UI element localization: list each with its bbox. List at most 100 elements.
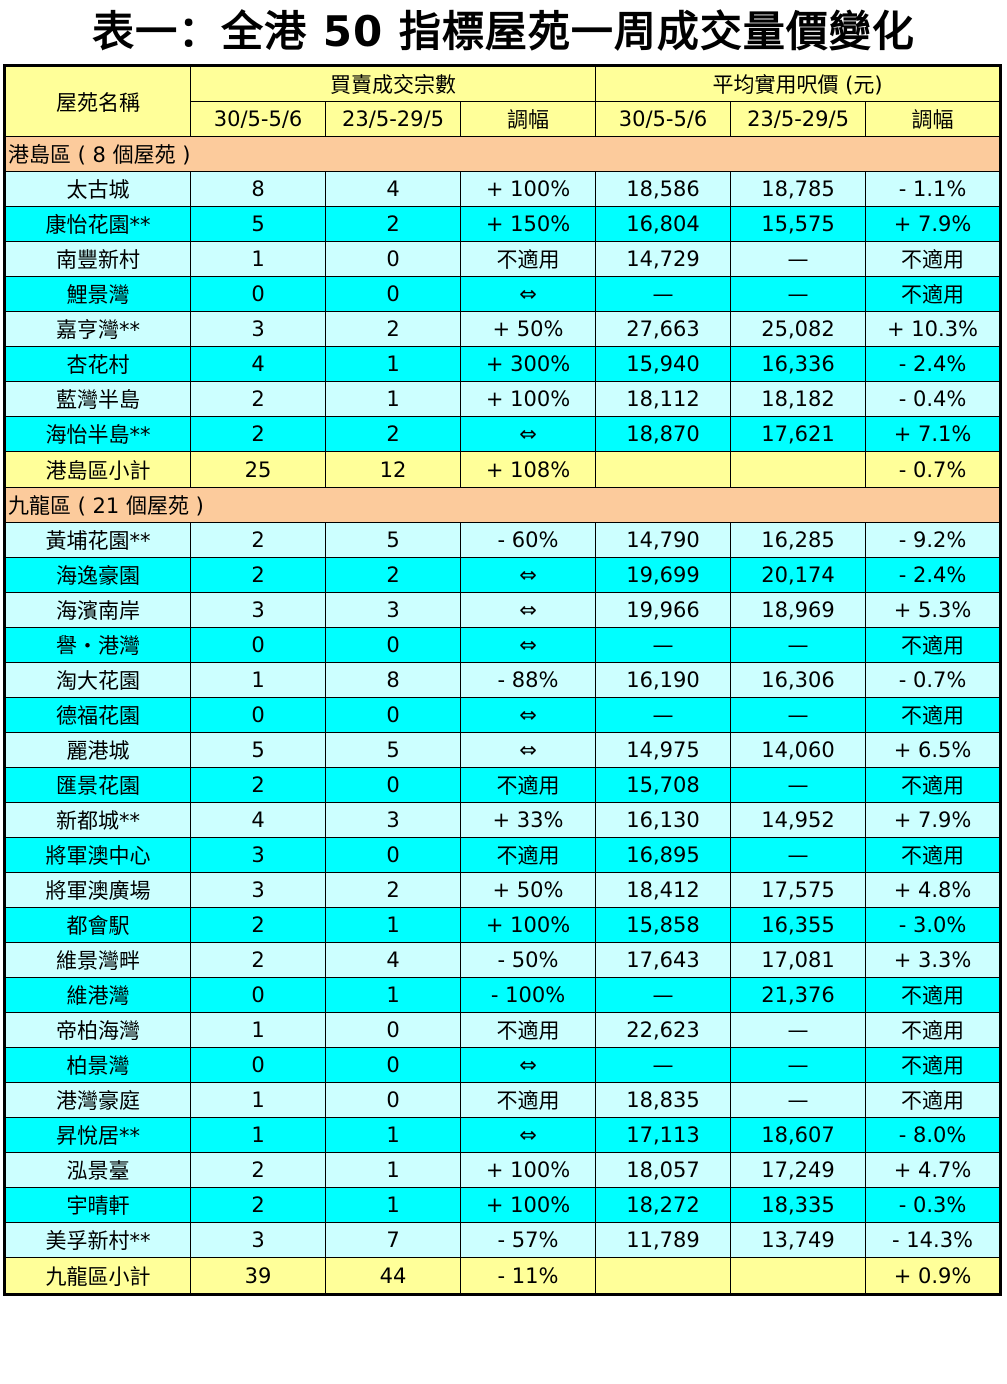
estate-name-cell: 德福花園 — [4, 697, 191, 733]
price-change-cell: - 0.7% — [865, 662, 1002, 698]
estate-name-cell: 新都城** — [4, 802, 191, 838]
tx-change-cell: + 150% — [459, 206, 597, 242]
estate-name-cell: 譽・港灣 — [4, 627, 191, 663]
price-change-cell: 不適用 — [865, 837, 1002, 873]
price-change-cell: 不適用 — [865, 767, 1002, 803]
price-change-cell: + 10.3% — [865, 311, 1002, 347]
tx-previous-cell: 3 — [325, 802, 461, 838]
tx-previous-cell: 4 — [325, 171, 461, 207]
table-row: 麗港城 5 5 ⇔ 14,975 14,060 + 6.5% — [4, 732, 1002, 768]
price-change-cell: + 7.9% — [865, 206, 1002, 242]
price-previous-cell: — — [730, 627, 867, 663]
price-current-cell: 18,057 — [595, 1152, 732, 1188]
price-change-cell: 不適用 — [865, 1082, 1002, 1118]
tx-previous-subtotal-cell: 12 — [325, 451, 461, 488]
price-previous-cell: 14,060 — [730, 732, 867, 768]
tx-current-cell: 0 — [190, 977, 326, 1013]
tx-current-cell: 5 — [190, 206, 326, 242]
price-change-cell: 不適用 — [865, 241, 1002, 277]
estate-name-cell: 麗港城 — [4, 732, 191, 768]
price-current-cell: 18,870 — [595, 416, 732, 452]
tx-current-cell: 3 — [190, 872, 326, 908]
estate-name-cell: 宇晴軒 — [4, 1187, 191, 1223]
tx-previous-cell: 5 — [325, 732, 461, 768]
tx-current-cell: 1 — [190, 241, 326, 277]
tx-previous-cell: 0 — [325, 627, 461, 663]
header-row-1: 屋苑名稱 買賣成交宗數 平均實用呎價 (元) — [4, 65, 1002, 137]
price-previous-cell: — — [730, 1047, 867, 1083]
estate-name-cell: 杏花村 — [4, 346, 191, 382]
price-previous-cell: 18,607 — [730, 1117, 867, 1153]
estate-name-cell: 柏景灣 — [4, 1047, 191, 1083]
tx-change-cell: - 57% — [459, 1222, 597, 1258]
tx-change-cell: 不適用 — [459, 241, 597, 277]
price-current-cell: 27,663 — [595, 311, 732, 347]
table-row: 維景灣畔 2 4- 50% 17,643 17,081 + 3.3% — [4, 942, 1002, 978]
region-header-row: 港島區 ( 8 個屋苑 ) — [3, 136, 1002, 172]
tx-change-cell: ⇔ — [459, 276, 597, 312]
price-current-cell: — — [595, 1047, 732, 1083]
transactions-group-header: 買賣成交宗數 — [189, 65, 597, 102]
price-previous-cell: 17,621 — [730, 416, 867, 452]
table-row: 將軍澳中心 3 0 不適用 16,895— 不適用 — [4, 837, 1002, 873]
tx-change-subtotal-cell: + 108% — [459, 451, 597, 488]
table-row: 將軍澳廣場 3 2 + 50% 18,412 17,575 + 4.8% — [4, 872, 1002, 908]
tx-previous-cell: 0 — [325, 837, 461, 873]
price-change-cell: 不適用 — [865, 1012, 1002, 1048]
tx-current-cell: 0 — [190, 276, 326, 312]
tx-change-cell: - 50% — [459, 942, 597, 978]
price-current-cell: 18,412 — [595, 872, 732, 908]
estate-name-cell: 南豐新村 — [4, 241, 191, 277]
tx-change-cell: ⇔ — [459, 1117, 597, 1153]
table-row: 黃埔花園** 2 5- 60% 14,790 16,285- 9.2% — [4, 522, 1002, 558]
tx-previous-cell: 1 — [325, 1117, 461, 1153]
header-row-2: 30/5-5/6 23/5-29/5 調幅 30/5-5/6 23/5-29/5… — [5, 101, 1002, 137]
tx-current-cell: 1 — [190, 662, 326, 698]
estate-name-cell: 嘉亨灣** — [4, 311, 191, 347]
tx-current-cell: 3 — [190, 837, 326, 873]
estate-name-cell: 維港灣 — [4, 977, 191, 1013]
price-change-cell: + 7.1% — [865, 416, 1002, 452]
estate-name-cell: 都會駅 — [4, 907, 191, 943]
price-previous-cell: 21,376 — [730, 977, 867, 1013]
table-row: 淘大花園 1 8- 88% 16,190 16,306- 0.7% — [4, 662, 1002, 698]
price-change-cell: - 2.4% — [865, 557, 1002, 593]
tx-current-cell: 2 — [190, 381, 326, 417]
region-name: 九龍區 ( 21 個屋苑 ) — [3, 487, 1002, 523]
price-previous-cell: 15,575 — [730, 206, 867, 242]
tx-previous-cell: 0 — [325, 767, 461, 803]
tx-current-subtotal-cell: 25 — [190, 451, 326, 488]
tx-previous-cell: 1 — [325, 346, 461, 382]
tx-previous-cell: 0 — [325, 697, 461, 733]
tx-current-cell: 2 — [190, 522, 326, 558]
table-row: 杏花村 4 1 + 300% 15,940 16,336- 2.4% — [4, 346, 1002, 382]
price-previous-cell: 18,785 — [730, 171, 867, 207]
tx-change-cell: + 50% — [459, 311, 597, 347]
tx-current-cell: 8 — [190, 171, 326, 207]
page-title: 表一：全港 50 指標屋苑一周成交量價變化 — [92, 7, 915, 56]
estate-name-cell: 將軍澳廣場 — [4, 872, 191, 908]
estate-name-cell: 太古城 — [4, 171, 191, 207]
table-row: 柏景灣 0 0 ⇔ — — 不適用 — [4, 1047, 1002, 1083]
tx-change-subtotal-cell: - 11% — [459, 1257, 597, 1295]
price-change-cell: - 0.4% — [865, 381, 1002, 417]
estate-name-cell: 將軍澳中心 — [4, 837, 191, 873]
tx-previous-cell: 1 — [325, 907, 461, 943]
price-previous-cell: 20,174 — [730, 557, 867, 593]
price-change-subtotal-cell: - 0.7% — [865, 451, 1002, 488]
price-current-cell: — — [595, 627, 732, 663]
tx-previous-cell: 0 — [325, 1047, 461, 1083]
estate-name-cell: 美孚新村** — [4, 1222, 191, 1258]
price-change-cell: - 3.0% — [865, 907, 1002, 943]
price-change-cell: + 3.3% — [865, 942, 1002, 978]
price-change-cell: 不適用 — [865, 1047, 1002, 1083]
estate-name-cell: 泓景臺 — [4, 1152, 191, 1188]
price-current-subtotal-cell — [595, 451, 732, 488]
table-row: 德福花園 0 0 ⇔ — — 不適用 — [4, 697, 1002, 733]
estate-name-cell: 海怡半島** — [4, 416, 191, 452]
tx-current-cell: 3 — [190, 311, 326, 347]
table-row: 海怡半島** 2 2 ⇔ 18,870 17,621 + 7.1% — [4, 416, 1002, 452]
price-previous-cell: 18,335 — [730, 1187, 867, 1223]
tx-previous-cell: 1 — [325, 381, 461, 417]
price-group-header: 平均實用呎價 (元) — [595, 65, 1002, 102]
